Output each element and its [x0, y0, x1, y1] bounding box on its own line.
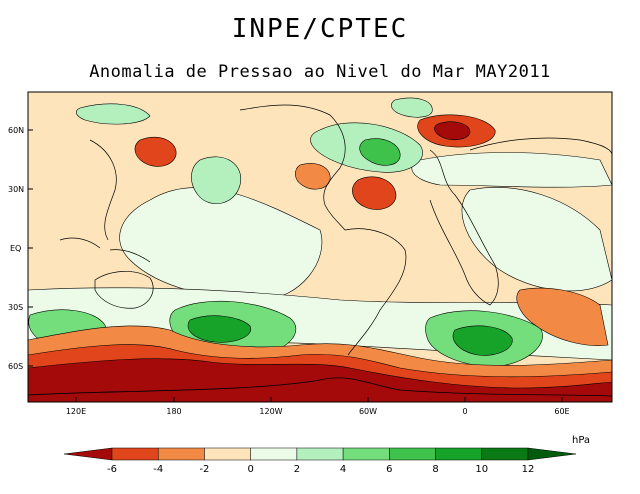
field-south-pacific-core: [187, 315, 252, 343]
lon-tick-60w: 60W: [359, 407, 377, 416]
colorbar-label: 12: [522, 464, 535, 475]
colorbar-label: 4: [340, 464, 346, 475]
field-natl-core: [359, 138, 401, 166]
map-border: [27, 91, 613, 403]
lat-axis: 60N 30N EQ 30S 60S: [8, 126, 33, 371]
chart-subtitle: Anomalia de Pressao ao Nivel do Mar MAY2…: [89, 62, 551, 82]
colorbar-seg-9: [481, 447, 529, 461]
colorbar-seg-10: [527, 447, 577, 461]
field-indian-positive: [461, 187, 612, 292]
lat-tick-30s: 30S: [8, 303, 23, 312]
lon-tick-120w: 120W: [259, 407, 282, 416]
coast-north-america: [239, 104, 346, 231]
colorbar-label: -4: [153, 464, 163, 475]
field-npac-positive: [191, 156, 242, 204]
colorbar-seg-8: [435, 447, 483, 461]
field-greenland-positive: [391, 97, 433, 118]
coast-east-asia: [89, 139, 117, 241]
colorbar-seg-5: [296, 447, 344, 461]
colorbar-label: 2: [294, 464, 300, 475]
anomaly-fields: [28, 97, 612, 402]
lon-tick-0: 0: [462, 407, 467, 416]
colorbar-label: 6: [386, 464, 392, 475]
colorbar-label: 8: [432, 464, 438, 475]
field-natl-neg-core: [434, 121, 471, 141]
colorbar-seg-0: [63, 447, 113, 461]
coast-maritime-asia: [59, 237, 151, 263]
chart-title: INPE/CPTEC: [231, 14, 409, 44]
colorbar-label: -6: [107, 464, 117, 475]
colorbar-seg-4: [250, 447, 298, 461]
lat-tick-60s: 60S: [8, 362, 23, 371]
coastlines: [59, 104, 612, 356]
lon-tick-180: 180: [166, 407, 181, 416]
lon-axis: 120E 180 120W 60W 0 60E: [66, 397, 570, 416]
lat-tick-eq: EQ: [10, 244, 21, 253]
field-subtrop-negative: [352, 176, 397, 210]
field-npac-negative: [134, 136, 177, 167]
field-eurasia-positive: [411, 152, 612, 188]
lon-tick-60e: 60E: [554, 407, 569, 416]
colorbar-seg-7: [389, 447, 436, 461]
colorbar-label: -2: [199, 464, 209, 475]
colorbar-seg-1: [111, 447, 159, 461]
coast-australia: [94, 271, 154, 309]
colorbar-seg-6: [342, 447, 390, 461]
lat-tick-60n: 60N: [8, 126, 24, 135]
lon-tick-120e: 120E: [66, 407, 86, 416]
colorbar-label: 10: [475, 464, 488, 475]
colorbar-unit: hPa: [572, 435, 590, 446]
field-south-indian-neg: [516, 287, 609, 346]
colorbar: hPa -6 -4 -2 0 2 4 6 8 10 12: [63, 435, 590, 475]
antarctica-coast: [28, 377, 612, 397]
field-arctic-positive: [76, 103, 151, 125]
lat-tick-30n: 30N: [8, 185, 24, 194]
field-south-atlantic-core: [452, 325, 513, 356]
coast-asia: [469, 137, 612, 156]
colorbar-seg-2: [157, 447, 205, 461]
coast-europe-africa: [429, 149, 499, 306]
colorbar-label: 0: [247, 464, 253, 475]
colorbar-seg-3: [204, 447, 251, 461]
field-us-negative: [295, 163, 331, 190]
coast-south-america: [344, 228, 407, 356]
